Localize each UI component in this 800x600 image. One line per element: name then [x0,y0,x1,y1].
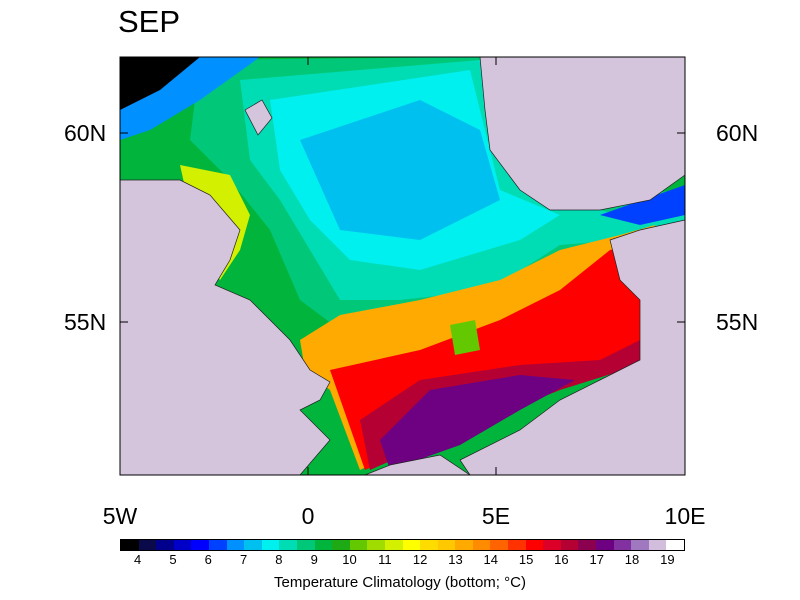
sea-north-deepsky [300,100,500,240]
colorbar-tick-label: 9 [310,552,318,567]
colorbar-swatch [437,540,456,550]
colorbar-swatch [138,540,157,550]
lon-label-5w: 5W [102,503,138,529]
colorbar-swatch [578,540,597,550]
colorbar-swatch [173,540,192,550]
colorbar-swatch [402,540,421,550]
colorbar-swatch [560,540,579,550]
colorbar-swatch [367,540,385,550]
colorbar-tick-label: 11 [378,552,392,567]
land-norway [479,57,685,211]
colorbar-swatch [666,540,684,550]
colorbar-swatch [613,540,632,550]
colorbar-swatch [121,540,139,550]
axis-ticks [119,57,686,475]
colorbar-tick-label: 17 [589,552,604,567]
colorbar-swatch [455,540,473,550]
land-denmark-germany-netherlands [459,219,685,475]
colorbar-tick-label: 6 [204,552,212,567]
colorbar-swatch [314,540,333,550]
sea-south-purple [380,375,575,470]
colorbar-tick-label: 19 [660,552,675,567]
colorbar [120,539,685,551]
colorbar-swatch [332,540,350,550]
land-france-belgium [364,454,471,475]
lat-label-55n-left: 55N [64,309,107,335]
lon-label-5e: 5E [481,503,511,529]
colorbar-tick-label: 10 [342,552,357,567]
colorbar-swatch [543,540,561,550]
colorbar-swatch [631,540,649,550]
colorbar-swatch [261,540,280,550]
colorbar-swatch [208,540,227,550]
colorbar-swatch [525,540,544,550]
lat-label-60n-right: 60N [716,120,759,146]
colorbar-tick-label: 14 [483,552,499,567]
map-title: SEP [118,4,181,39]
colorbar-swatch [296,540,315,550]
lat-label-60n-left: 60N [64,120,107,146]
colorbar-swatch [384,540,403,550]
colorbar-tick-label: 13 [448,552,463,567]
colorbar-tick-label: 16 [554,552,569,567]
colorbar-tick-label: 8 [275,552,283,567]
colorbar-tick-label: 4 [134,552,142,567]
colorbar-swatch [156,540,174,550]
colorbar-tick-label: 15 [518,552,534,567]
sea-dogger-green [450,320,480,355]
colorbar-swatch [279,540,297,550]
colorbar-swatch [648,540,667,550]
land-great-britain [120,179,331,475]
colorbar-tick-label: 5 [169,552,177,567]
colorbar-swatch [226,540,245,550]
colorbar-swatch [349,540,368,550]
colorbar-swatch [191,540,209,550]
sea-skagerrak-blue [600,185,685,225]
colorbar-swatch [490,540,509,550]
lat-label-55n-right: 55N [716,309,759,335]
colorbar-swatch [596,540,614,550]
colorbar-tick-label: 18 [624,552,640,567]
land-shetland [244,99,273,136]
plot-frame [119,56,686,476]
colorbar-tick-label: 7 [239,552,248,567]
lon-label-10e: 10E [664,503,706,529]
colorbar-tick-label: 12 [412,552,428,567]
sea-nw-black [120,57,200,110]
colorbar-label: Temperature Climatology (bottom; °C) [274,574,526,591]
colorbar-swatch [420,540,438,550]
colorbar-swatch [244,540,262,550]
lon-label-0: 0 [301,503,315,529]
colorbar-swatch [472,540,491,550]
colorbar-swatch [508,540,526,550]
